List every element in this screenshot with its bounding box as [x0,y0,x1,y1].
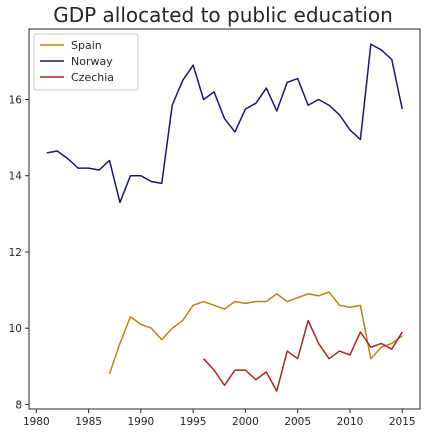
x-tick-label: 1995 [180,416,207,428]
x-tick-label: 2005 [284,416,311,428]
x-tick-label: 2000 [232,416,259,428]
series-line-czechia [204,321,403,392]
x-tick-label: 2010 [337,416,364,428]
legend-label: Czechia [71,71,114,84]
x-tick-label: 1990 [127,416,154,428]
x-axis: 1980 1985 1990 1995 2000 2005 2010 2015 [23,409,416,428]
legend-label: Spain [71,39,102,52]
series-layer [47,44,402,391]
legend-label: Norway [71,55,113,68]
series-line-spain [110,292,403,374]
chart-title: GDP allocated to public education [53,3,393,27]
y-axis: 8 10 12 14 16 [9,95,29,412]
y-tick-label: 8 [15,399,22,411]
x-tick-label: 1985 [75,416,102,428]
x-tick-label: 2015 [389,416,416,428]
y-tick-label: 14 [9,171,23,183]
y-tick-label: 16 [9,95,23,107]
y-tick-label: 12 [9,247,22,259]
legend: Spain Norway Czechia [34,34,138,90]
y-tick-label: 10 [9,323,22,335]
x-tick-label: 1980 [23,416,50,428]
